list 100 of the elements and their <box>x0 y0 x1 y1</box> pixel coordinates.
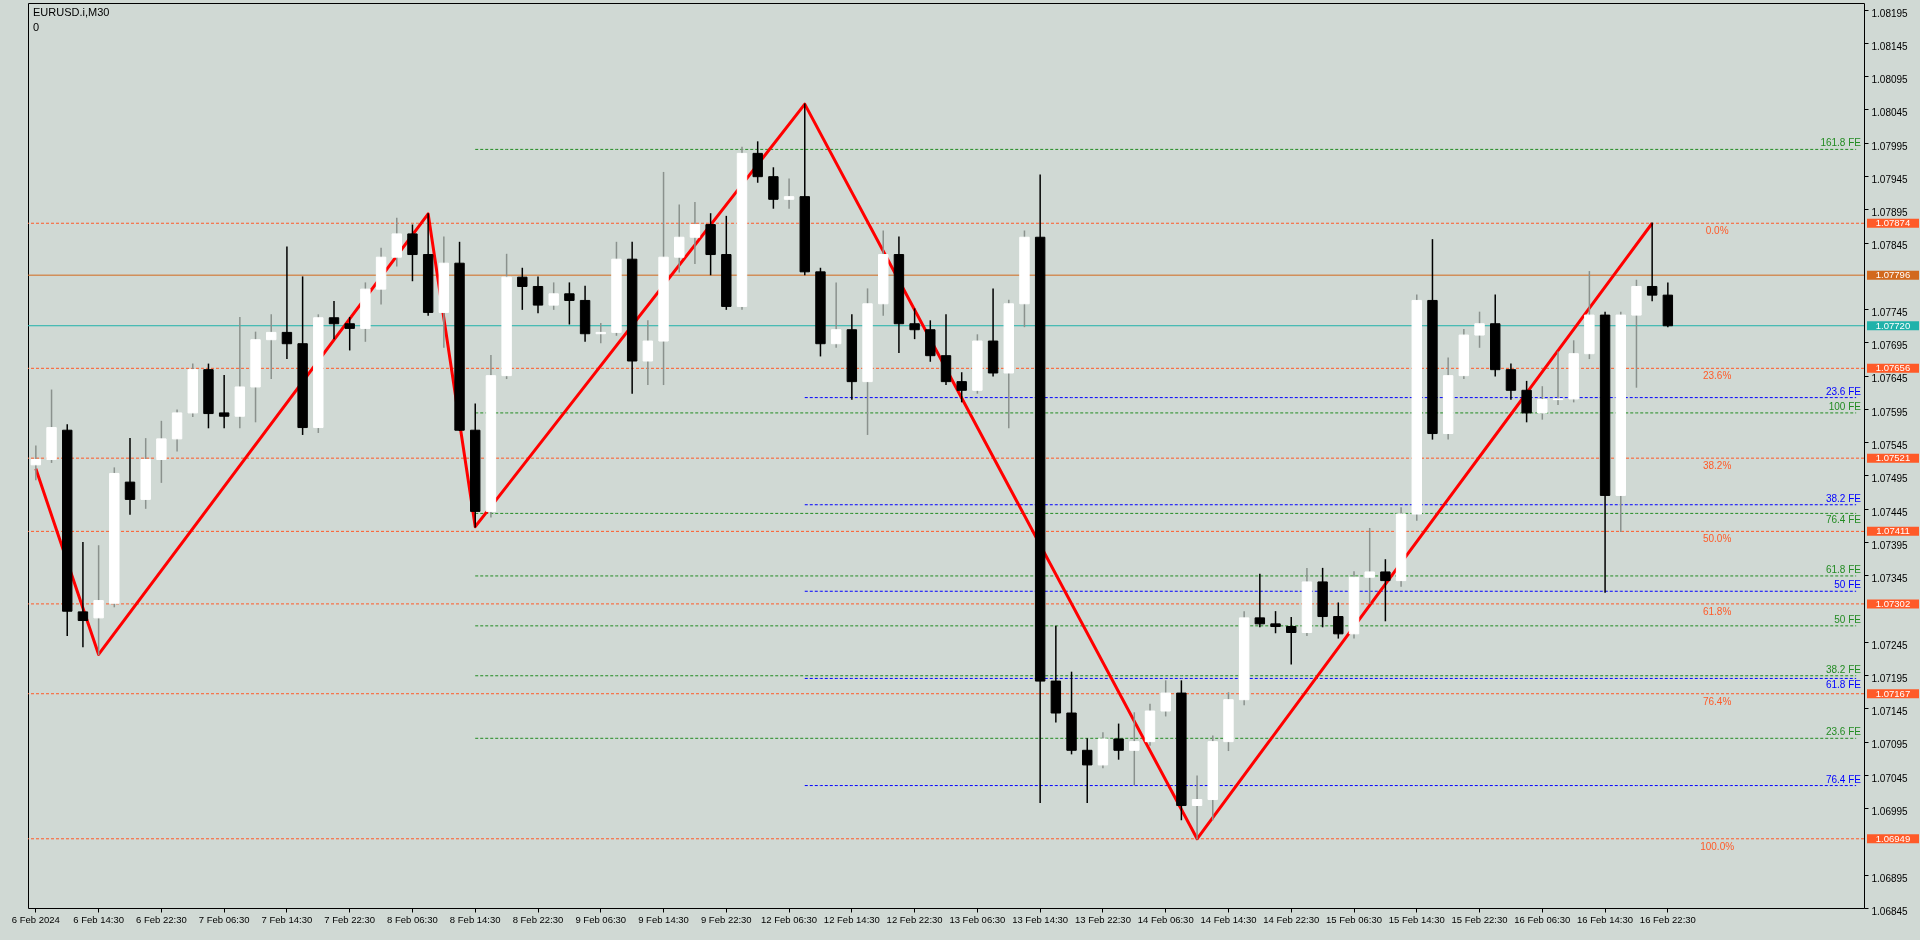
x-tick-label: 7 Feb 06:30 <box>198 913 250 925</box>
candlestick <box>768 167 779 209</box>
series-label: 100 FE <box>1828 400 1862 412</box>
x-tick-label: 14 Feb 06:30 <box>1137 913 1194 925</box>
series-label: 38.2 FE <box>1825 492 1862 504</box>
candlestick <box>830 282 842 348</box>
candlestick <box>1082 738 1093 803</box>
y-tick-label: 1.07845 <box>1871 240 1909 252</box>
y-tick-label: 1.07595 <box>1871 406 1909 418</box>
candlestick <box>532 276 544 314</box>
y-tick-label: 1.07445 <box>1871 506 1909 518</box>
y-tick-label: 1.07245 <box>1871 639 1909 651</box>
y-tick-label: 1.08145 <box>1871 40 1909 52</box>
text: 0 <box>33 21 40 33</box>
ref-line-label: 1.07720 <box>1875 319 1911 331</box>
series-label: 161.8 FE <box>1820 137 1862 149</box>
x-tick-label: 16 Feb 06:30 <box>1514 913 1571 925</box>
candlestick <box>344 317 355 351</box>
series-label: 50 FE <box>1834 579 1862 591</box>
annotation: 50.0% <box>1702 533 1732 545</box>
series-label: 61.8 FE <box>1825 563 1862 575</box>
candlestick <box>1286 617 1297 665</box>
candlestick <box>674 204 685 273</box>
y-tick-label: 1.07545 <box>1871 440 1909 452</box>
y-tick-label: 1.07995 <box>1871 140 1909 152</box>
candlestick <box>689 201 701 264</box>
ref-line-label: 1.07302 <box>1875 597 1911 609</box>
y-tick-label: 1.07345 <box>1871 573 1909 585</box>
series-label: 61.8 FE <box>1825 679 1862 691</box>
x-tick-label: 13 Feb 22:30 <box>1074 913 1131 925</box>
candlestick <box>156 420 167 483</box>
x-tick-label: 16 Feb 22:30 <box>1639 913 1696 925</box>
annotation: 38.2% <box>1702 460 1732 472</box>
ref-line-label: 1.06949 <box>1875 832 1911 844</box>
candlestick <box>783 178 795 209</box>
x-tick-label: 16 Feb 14:30 <box>1577 913 1634 925</box>
annotation: 61.8% <box>1702 605 1732 617</box>
x-tick-label: 7 Feb 14:30 <box>261 913 313 925</box>
y-tick-label: 1.07895 <box>1871 207 1909 219</box>
x-tick-label: 7 Feb 22:30 <box>324 913 376 925</box>
y-tick-label: 1.07495 <box>1871 473 1909 485</box>
candlestick <box>1646 222 1658 302</box>
candlestick <box>281 246 293 360</box>
series-label: 23.6 FE <box>1825 385 1862 397</box>
chart-title: EURUSD.i,M30 <box>33 6 110 18</box>
series-label: 76.4 FE <box>1825 773 1862 785</box>
ref-line-label: 1.07874 <box>1875 217 1911 229</box>
candlestick <box>1191 775 1203 840</box>
y-tick-label: 1.08195 <box>1871 7 1909 19</box>
x-tick-label: 9 Feb 14:30 <box>638 913 689 925</box>
y-tick-label: 1.07645 <box>1871 373 1909 385</box>
series-label: 23.6 FE <box>1825 726 1862 738</box>
candlestick <box>1333 602 1344 639</box>
y-tick-label: 1.07145 <box>1871 706 1909 718</box>
candlestick <box>218 374 230 429</box>
x-tick-label: 15 Feb 06:30 <box>1326 913 1382 925</box>
x-tick-label: 6 Feb 22:30 <box>136 913 187 925</box>
candlestick <box>328 301 340 340</box>
candlestick <box>517 267 528 310</box>
x-tick-label: 15 Feb 14:30 <box>1388 913 1445 925</box>
candlestick <box>407 224 418 282</box>
ref-line-label: 1.07521 <box>1875 452 1911 464</box>
x-tick-label: 12 Feb 06:30 <box>761 913 818 925</box>
x-tick-label: 9 Feb 06:30 <box>575 913 627 925</box>
x-tick-label: 12 Feb 14:30 <box>823 913 880 925</box>
x-tick-label: 14 Feb 14:30 <box>1200 913 1257 925</box>
y-tick-label: 1.06845 <box>1871 905 1909 917</box>
candlestick <box>1129 712 1140 786</box>
y-tick-label: 1.07695 <box>1871 340 1909 352</box>
y-tick-label: 1.07095 <box>1871 739 1909 751</box>
x-tick-label: 8 Feb 14:30 <box>449 913 501 925</box>
annotation: 76.4% <box>1702 695 1732 707</box>
y-tick-label: 1.07195 <box>1871 672 1909 684</box>
ref-line-label: 1.07656 <box>1875 362 1911 374</box>
candlestick <box>752 141 763 183</box>
x-tick-label: 13 Feb 14:30 <box>1012 913 1069 925</box>
candlestick <box>1474 311 1485 348</box>
candlestick <box>1505 363 1517 400</box>
candlestick <box>1270 611 1281 634</box>
candlestick <box>956 372 967 403</box>
x-tick-label: 15 Feb 22:30 <box>1451 913 1508 925</box>
annotation: 23.6% <box>1702 370 1732 382</box>
candlestick <box>909 308 920 340</box>
annotation: 100.0% <box>1700 840 1735 852</box>
annotation: 0.0% <box>1705 225 1729 237</box>
y-tick-label: 1.06995 <box>1871 806 1909 818</box>
series-label: 38.2 FE <box>1825 663 1862 675</box>
candlestick <box>93 545 104 656</box>
candlestick <box>1160 680 1171 717</box>
candlestick <box>642 320 654 386</box>
candlestick <box>1364 527 1375 604</box>
candlestick <box>1380 559 1391 622</box>
y-tick-label: 1.07945 <box>1871 173 1909 185</box>
x-tick-label: 6 Feb 14:30 <box>73 913 124 925</box>
candlestick <box>1254 573 1266 628</box>
candlestick <box>30 445 42 481</box>
candlestick <box>124 438 136 515</box>
x-tick-label: 9 Feb 22:30 <box>700 913 752 925</box>
candlestick <box>548 282 559 310</box>
ref-line-label: 1.07411 <box>1876 525 1910 537</box>
